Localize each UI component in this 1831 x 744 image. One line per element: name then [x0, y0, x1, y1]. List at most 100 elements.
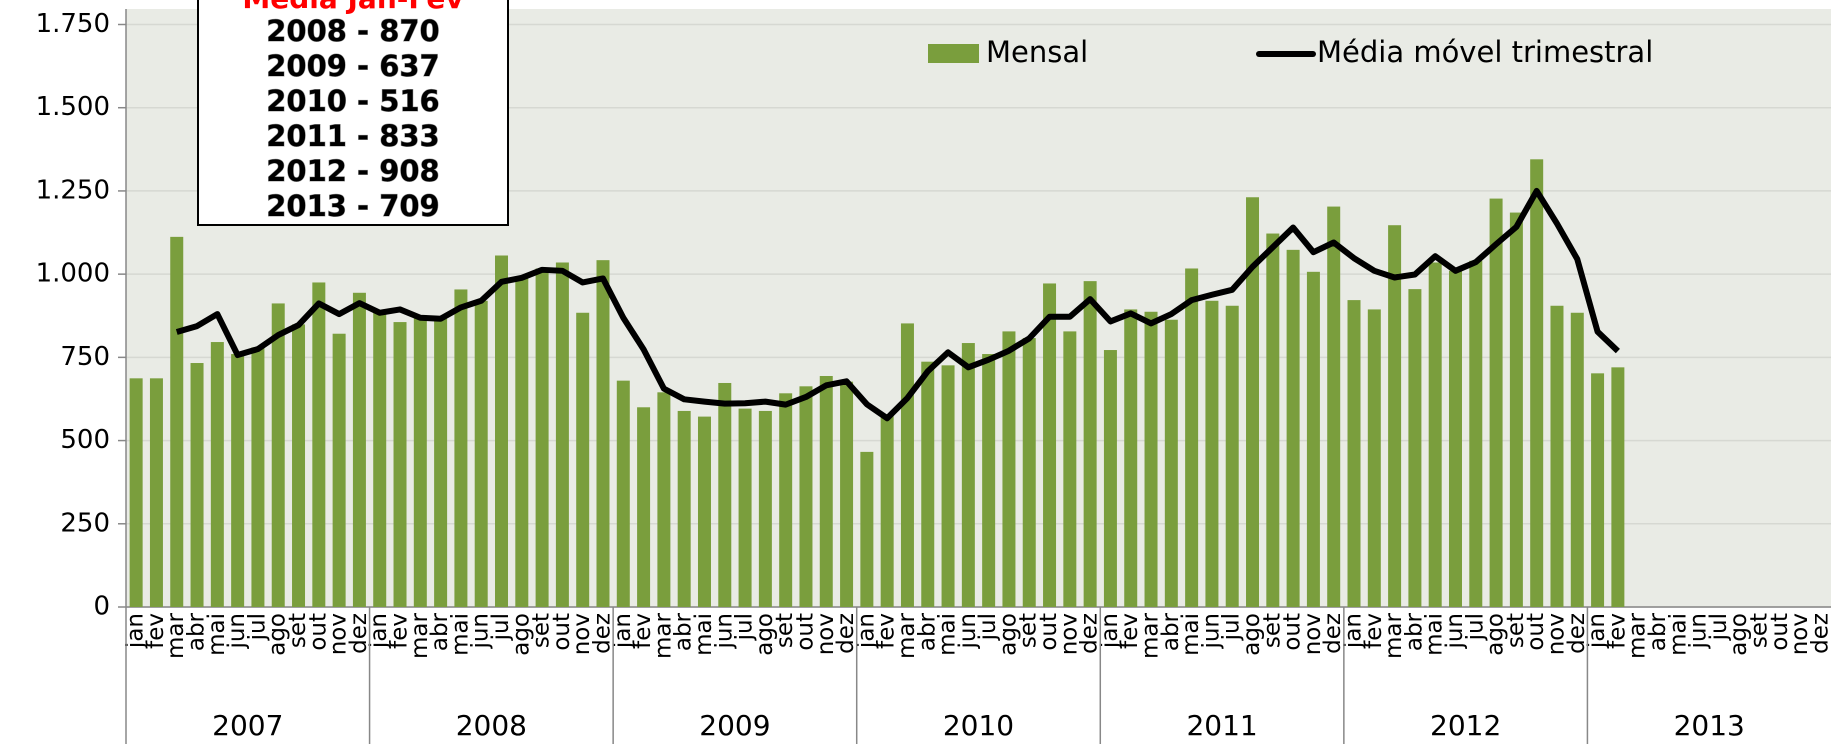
x-tick-label: jan	[366, 613, 392, 649]
x-tick-label: set	[1503, 613, 1529, 648]
bar	[1083, 281, 1097, 607]
x-tick-label: jan	[610, 613, 636, 649]
x-tick-label: nov	[1056, 613, 1082, 655]
bar	[596, 260, 610, 607]
bar	[1124, 309, 1138, 607]
legend-label: Mensal	[986, 35, 1088, 69]
x-tick-label: mai	[1665, 613, 1691, 656]
bar	[1611, 367, 1625, 607]
x-tick-label: jul	[1706, 613, 1732, 641]
bar	[1266, 233, 1280, 607]
legend-label: Média móvel trimestral	[1317, 35, 1653, 69]
x-tick-label: mai	[204, 613, 230, 656]
x-tick-label: abr	[427, 612, 453, 651]
bar	[352, 292, 366, 607]
bar	[190, 363, 204, 607]
x-tick-label: jul	[1462, 613, 1488, 641]
x-tick-label: nov	[1300, 613, 1326, 655]
legend-swatch	[928, 44, 979, 63]
x-tick-label: abr	[1158, 612, 1184, 651]
bar	[1144, 311, 1158, 607]
x-tick-label: jun	[224, 613, 250, 650]
bar	[819, 375, 833, 607]
line	[175, 187, 1620, 422]
x-tick-label: fev	[387, 613, 413, 649]
bar	[941, 365, 955, 607]
x-tick-label: mar	[1138, 612, 1164, 658]
bar	[231, 354, 245, 607]
x-tick-label: jun	[711, 613, 737, 650]
y-tick-label: 750	[60, 342, 110, 372]
x-tick-label: set	[772, 613, 798, 648]
bar	[251, 347, 265, 607]
x-tick-label: fev	[1604, 613, 1630, 649]
x-tick-label: mar	[894, 612, 920, 658]
x-tick-label: jun	[955, 613, 981, 650]
bar	[1185, 268, 1199, 607]
bar	[738, 408, 752, 607]
x-tick-label: out	[305, 613, 331, 651]
bar	[474, 300, 488, 607]
bar	[576, 312, 590, 607]
x-tick-label: set	[1016, 613, 1042, 648]
bar	[840, 381, 854, 607]
y-tick-label: 1.750	[36, 9, 110, 39]
bar	[961, 343, 975, 607]
x-tick-label: jul	[244, 613, 270, 641]
bar	[1164, 319, 1178, 607]
x-tick-label: fev	[630, 613, 656, 649]
bar	[515, 277, 529, 607]
bar	[1550, 305, 1564, 607]
group-label: 2008	[456, 709, 527, 742]
bar	[1002, 331, 1016, 607]
bar	[1103, 350, 1117, 607]
bar	[271, 303, 285, 607]
group-label: 2011	[1186, 709, 1257, 742]
bar	[637, 407, 651, 607]
bar	[677, 410, 691, 607]
bar	[434, 318, 448, 607]
annotation-line: 2013 - 709	[266, 189, 439, 223]
x-tick-label: jan	[123, 613, 149, 649]
bar	[718, 382, 732, 607]
x-tick-label: ago	[508, 613, 534, 656]
annotation-line: 2012 - 908	[266, 154, 439, 188]
bar	[1408, 289, 1422, 607]
y-tick-label: 250	[60, 508, 110, 538]
group-label: 2009	[699, 709, 770, 742]
x-tick-label: nov	[569, 613, 595, 655]
bar	[454, 289, 468, 607]
bar	[1286, 249, 1300, 607]
bar	[758, 410, 772, 607]
x-tick-label: ago	[752, 613, 778, 656]
x-tick-label: fev	[1117, 613, 1143, 649]
bar	[1043, 283, 1057, 607]
bar	[1063, 331, 1077, 607]
bar	[1246, 197, 1260, 607]
bar	[129, 378, 143, 607]
x-tick-label: fev	[1361, 613, 1387, 649]
bar	[170, 236, 184, 607]
x-tick-label: abr	[1645, 612, 1671, 651]
bar	[880, 414, 894, 607]
x-tick-label: mai	[447, 613, 473, 656]
bar	[1225, 305, 1239, 607]
bar	[921, 361, 935, 607]
x-tick-label: jan	[1097, 613, 1123, 649]
x-tick-label: jul	[488, 613, 514, 641]
x-tick-label: jul	[975, 613, 1001, 641]
x-tick-label: mai	[1422, 613, 1448, 656]
x-tick-label: dez	[1564, 613, 1590, 654]
x-tick-label: ago	[1726, 613, 1752, 656]
x-tick-label: jan	[853, 613, 879, 649]
x-tick-label: jul	[732, 613, 758, 641]
annotation-title: Média Jan-Fev	[242, 0, 463, 15]
annotation-line: 2011 - 833	[266, 119, 439, 153]
x-tick-label: mar	[1625, 612, 1651, 658]
x-tick-label: mar	[163, 612, 189, 658]
bar	[616, 380, 630, 607]
x-tick-label: jun	[1686, 613, 1712, 650]
x-tick-label: mai	[1178, 613, 1204, 656]
x-tick-label: set	[529, 613, 555, 648]
